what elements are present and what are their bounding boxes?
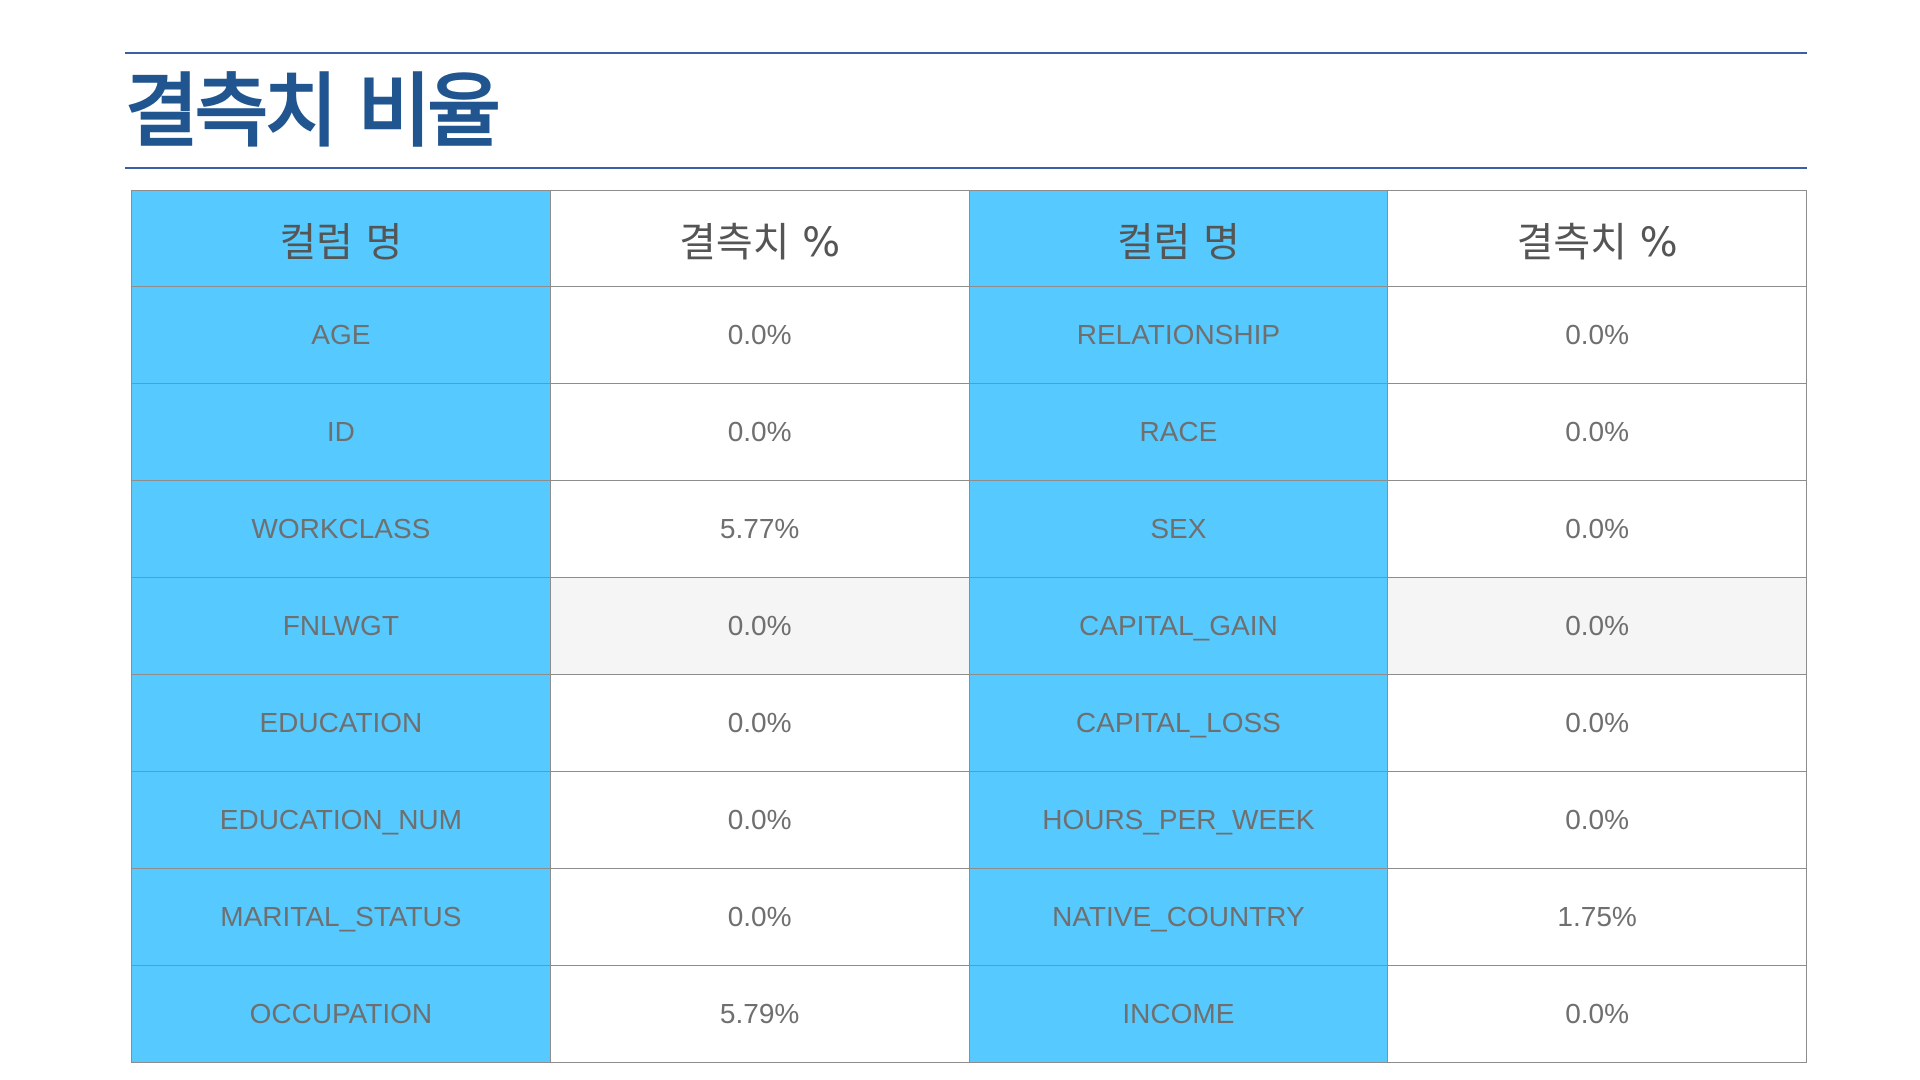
table-row: EDUCATION_NUM 0.0% HOURS_PER_WEEK 0.0% xyxy=(131,771,1807,869)
column-name-cell: CAPITAL_GAIN xyxy=(968,577,1389,675)
missing-percent-cell: 5.77% xyxy=(549,480,970,578)
missing-percent-cell: 0.0% xyxy=(549,383,970,481)
column-name-cell: OCCUPATION xyxy=(131,965,551,1063)
column-name-cell: ID xyxy=(131,383,551,481)
table-row: FNLWGT 0.0% CAPITAL_GAIN 0.0% xyxy=(131,577,1807,675)
slide-title: 결측치 비율 xyxy=(125,65,501,158)
table-row: ID 0.0% RACE 0.0% xyxy=(131,383,1807,481)
table-row: WORKCLASS 5.77% SEX 0.0% xyxy=(131,480,1807,578)
missing-percent-header: 결측치 % xyxy=(549,190,970,287)
missing-percent-cell: 0.0% xyxy=(1387,383,1807,481)
column-name-cell: CAPITAL_LOSS xyxy=(968,674,1389,772)
title-bottom-rule xyxy=(125,167,1807,169)
column-name-cell: FNLWGT xyxy=(131,577,551,675)
missing-percent-cell: 0.0% xyxy=(1387,480,1807,578)
missing-ratio-table: 컬럼 명 결측치 % 컬럼 명 결측치 % AGE 0.0% RELATIONS… xyxy=(131,190,1807,1063)
missing-percent-cell: 0.0% xyxy=(549,868,970,966)
table-row: OCCUPATION 5.79% INCOME 0.0% xyxy=(131,965,1807,1063)
table-header-row: 컬럼 명 결측치 % 컬럼 명 결측치 % xyxy=(131,190,1807,287)
column-name-cell: NATIVE_COUNTRY xyxy=(968,868,1389,966)
column-name-header: 컬럼 명 xyxy=(968,190,1389,287)
column-name-cell: EDUCATION xyxy=(131,674,551,772)
missing-percent-cell: 0.0% xyxy=(1387,577,1807,675)
column-name-cell: WORKCLASS xyxy=(131,480,551,578)
missing-percent-cell: 1.75% xyxy=(1387,868,1807,966)
column-name-cell: MARITAL_STATUS xyxy=(131,868,551,966)
missing-percent-cell: 0.0% xyxy=(549,771,970,869)
column-name-cell: INCOME xyxy=(968,965,1389,1063)
missing-percent-cell: 5.79% xyxy=(549,965,970,1063)
missing-percent-cell: 0.0% xyxy=(1387,771,1807,869)
column-name-cell: AGE xyxy=(131,286,551,384)
column-name-cell: RELATIONSHIP xyxy=(968,286,1389,384)
table-row: MARITAL_STATUS 0.0% NATIVE_COUNTRY 1.75% xyxy=(131,868,1807,966)
column-name-cell: RACE xyxy=(968,383,1389,481)
missing-percent-cell: 0.0% xyxy=(549,577,970,675)
missing-percent-cell: 0.0% xyxy=(1387,674,1807,772)
missing-percent-cell: 0.0% xyxy=(1387,286,1807,384)
column-name-cell: EDUCATION_NUM xyxy=(131,771,551,869)
column-name-cell: HOURS_PER_WEEK xyxy=(968,771,1389,869)
missing-percent-cell: 0.0% xyxy=(549,286,970,384)
column-name-cell: SEX xyxy=(968,480,1389,578)
missing-percent-cell: 0.0% xyxy=(549,674,970,772)
column-name-header: 컬럼 명 xyxy=(131,190,551,287)
title-top-rule xyxy=(125,52,1807,54)
missing-percent-cell: 0.0% xyxy=(1387,965,1807,1063)
missing-percent-header: 결측치 % xyxy=(1387,190,1807,287)
table-row: AGE 0.0% RELATIONSHIP 0.0% xyxy=(131,286,1807,384)
table-row: EDUCATION 0.0% CAPITAL_LOSS 0.0% xyxy=(131,674,1807,772)
